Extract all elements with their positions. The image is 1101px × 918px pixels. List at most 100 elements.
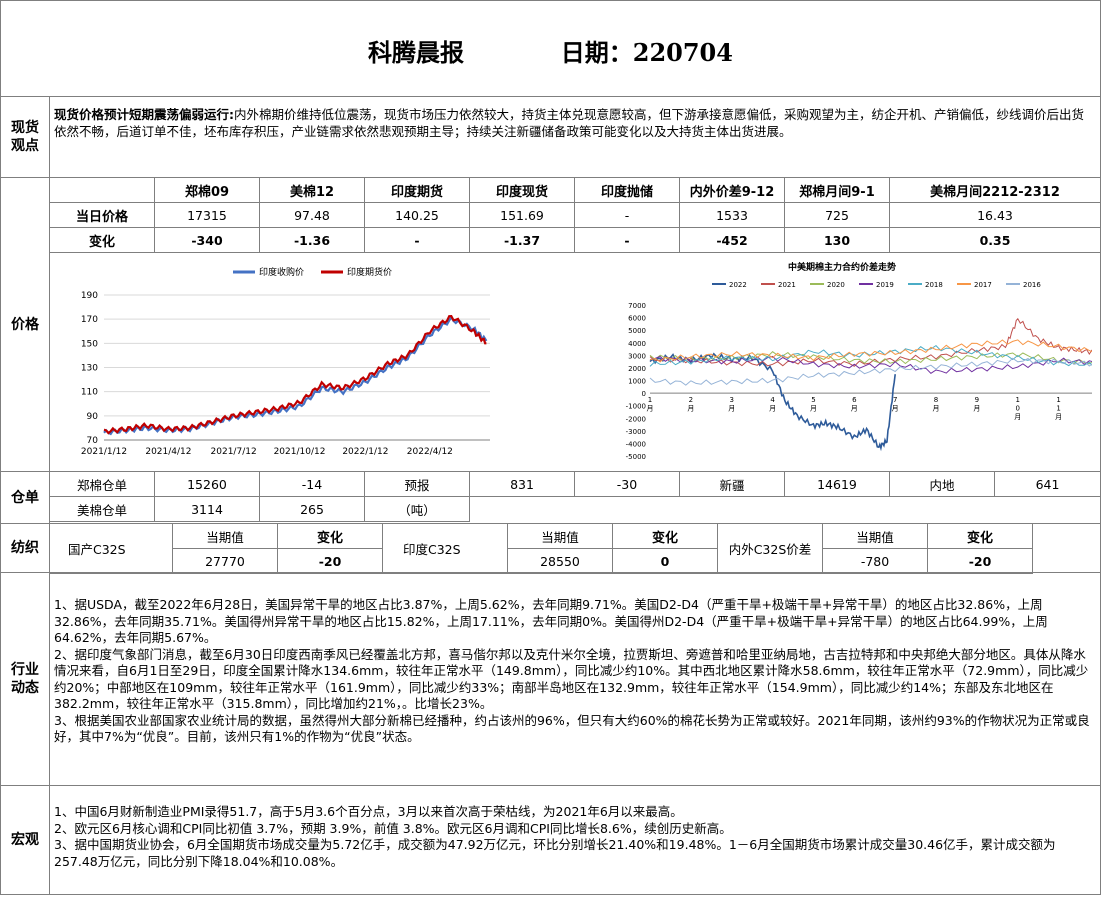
x-tick-label: 6: [852, 396, 857, 404]
x-tick-label: 1: [1056, 396, 1060, 404]
x-tick-label: 月: [973, 405, 980, 413]
y-tick-label: 6000: [628, 315, 646, 323]
change-cell: -340: [154, 227, 260, 253]
y-tick-label: 190: [81, 291, 98, 301]
y-tick-label: 70: [87, 436, 99, 446]
report-date: 日期：220704: [560, 38, 733, 67]
y-tick-label: 5000: [628, 327, 646, 335]
table-row: 郑棉仓单 15260 -14 预报 831 -30 新疆 14619 内地 64…: [49, 471, 1101, 497]
x-tick-label: 4: [770, 396, 775, 404]
series-line: [103, 314, 488, 436]
change-cell: 130: [784, 227, 890, 253]
x-tick-label: 月: [851, 405, 858, 413]
x-tick-label: 2021/1/12: [81, 447, 127, 457]
yarn-table: 国产C32S 当期值 变化 印度C32S 当期值 变化 内外C32S价差 当期值…: [49, 523, 1101, 574]
price-cell: 151.69: [469, 202, 575, 228]
legend-label: 印度期货价: [347, 266, 392, 278]
india-price-chart: 印度收购价 印度期货价 70 90 110 130 150 170 190 2021/1/12 2…: [81, 266, 490, 457]
warehouse-cell: 美棉仓单: [49, 496, 155, 522]
price-cell: 17315: [154, 202, 260, 228]
legend-label: 2021: [778, 281, 796, 289]
yarn-section: 纺织 国产C32S 当期值 变化 印度C32S 当期值 变化 内外C32S价差 …: [1, 523, 1101, 574]
y-tick-label: 90: [87, 412, 99, 422]
industry-section: 行业动态 1、据USDA，截至2022年6月28日，美国异常干旱的地区占比3.8…: [1, 573, 1100, 786]
legend-label: 2019: [876, 281, 894, 289]
x-tick-label: 1: [1056, 405, 1060, 413]
industry-news: 1、据USDA，截至2022年6月28日，美国异常干旱的地区占比3.87%，上周…: [50, 573, 1100, 815]
list-item: 1、中国6月财新制造业PMI录得51.7，高于5月3.6个百分点，3月以来首次高…: [54, 804, 683, 819]
series-line: [649, 357, 1092, 386]
price-col-header: 郑棉09: [154, 177, 260, 203]
industry-label: 行业动态: [1, 573, 50, 785]
yarn-current-header: 当期值: [822, 523, 928, 549]
warehouse-cell: 3114: [154, 496, 260, 522]
legend-label: 2017: [974, 281, 992, 289]
x-tick-label: 2021/4/12: [145, 447, 191, 457]
price-col-header: 内外价差9-12: [679, 177, 785, 203]
price-section: 价格 郑棉09 美棉12 印度期货 印度现货 印度抛储 内外价差9-12 郑棉月…: [1, 177, 1101, 472]
change-cell: -1.37: [469, 227, 575, 253]
spread-yarn-label: 内外C32S价差: [717, 523, 823, 574]
x-tick-label: 月: [810, 405, 817, 413]
y-tick-label: -1000: [626, 403, 646, 411]
legend-label: 2020: [827, 281, 845, 289]
warehouse-cell: 内地: [889, 471, 995, 497]
yarn-label: 纺织: [1, 524, 50, 572]
x-tick-label: 月: [933, 405, 940, 413]
table-row: 当日价格 17315 97.48 140.25 151.69 - 1533 72…: [49, 202, 1101, 228]
x-tick-label: 8: [934, 396, 938, 404]
series-line: [649, 344, 1092, 367]
yarn-change-header: 变化: [927, 523, 1033, 549]
price-col-blank: [49, 177, 155, 203]
price-cell: -: [574, 202, 680, 228]
x-tick-label: 月: [1014, 413, 1021, 421]
x-tick-label: 2: [689, 396, 693, 404]
yarn-change-header: 变化: [612, 523, 718, 549]
price-cell: 140.25: [364, 202, 470, 228]
x-tick-label: 月: [687, 405, 694, 413]
y-tick-label: 3000: [628, 352, 646, 360]
spread-yarn-change: -20: [927, 548, 1033, 574]
spread-chart-title: 中美期棉主力合约价差走势: [788, 261, 896, 273]
y-tick-label: -4000: [626, 440, 646, 448]
price-col-header: 印度期货: [364, 177, 470, 203]
price-col-header: 美棉12: [259, 177, 365, 203]
warehouse-cell: 15260: [154, 471, 260, 497]
y-tick-label: 7000: [628, 302, 646, 310]
x-tick-label: 1: [1016, 396, 1020, 404]
price-col-header: 郑棉月间9-1: [784, 177, 890, 203]
domestic-yarn-value: 27770: [172, 548, 278, 574]
list-item: 1、据USDA，截至2022年6月28日，美国异常干旱的地区占比3.87%，上周…: [54, 597, 1048, 645]
legend-label: 2022: [729, 281, 747, 289]
x-tick-label: 月: [1055, 413, 1062, 421]
x-tick-label: 1: [648, 396, 652, 404]
y-tick-label: 2000: [628, 365, 646, 373]
macro-section: 宏观 1、中国6月财新制造业PMI录得51.7，高于5月3.6个百分点，3月以来…: [1, 786, 1100, 894]
report-title: 科腾晨报 日期：220704: [1, 33, 1100, 68]
table-row: 变化 -340 -1.36 - -1.37 - -452 130 0.35: [49, 227, 1101, 253]
price-cell: 16.43: [889, 202, 1101, 228]
change-cell: 0.35: [889, 227, 1101, 253]
legend-label: 2016: [1023, 281, 1041, 289]
change-cell: -: [364, 227, 470, 253]
list-item: 2、据印度气象部门消息，截至6月30日印度西南季风已经覆盖北方邦，喜马偕尔邦以及…: [54, 646, 1089, 712]
macro-news: 1、中国6月财新制造业PMI录得51.7，高于5月3.6个百分点，3月以来首次高…: [50, 786, 1100, 918]
series-line: [649, 339, 1092, 363]
change-cell: -: [574, 227, 680, 253]
price-cell: 1533: [679, 202, 785, 228]
spread-yarn-value: -780: [822, 548, 928, 574]
x-tick-label: 月: [728, 405, 735, 413]
warehouse-cell: （吨）: [364, 496, 470, 522]
warehouse-cell: -30: [574, 471, 680, 497]
warehouse-cell: 14619: [784, 471, 890, 497]
india-yarn-value: 28550: [507, 548, 613, 574]
spot-view-body: 内外棉期价维持低位震荡，现货市场压力依然较大，持货主体兑现意愿较高，但下游承接意…: [54, 107, 1085, 139]
x-tick-label: 0: [1016, 405, 1020, 413]
y-tick-label: 1000: [628, 378, 646, 386]
title-row: 科腾晨报 日期：220704: [1, 1, 1100, 97]
change-row-label: 变化: [49, 227, 155, 253]
price-label: 价格: [1, 178, 50, 471]
x-tick-label: 月: [647, 405, 654, 413]
list-item: 3、据中国期货业协会，6月全国期货市场成交量为5.72亿手，成交额为47.92万…: [54, 837, 1056, 869]
y-tick-label: -5000: [626, 453, 646, 461]
